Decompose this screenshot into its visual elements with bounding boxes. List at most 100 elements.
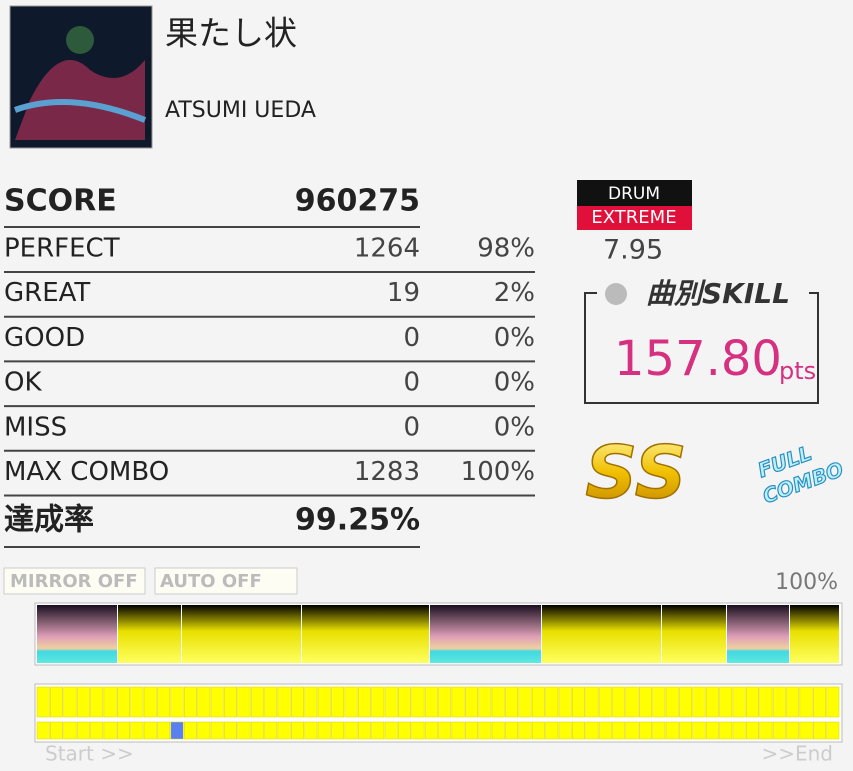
cell <box>612 686 626 718</box>
cell <box>210 686 224 718</box>
gauge-section <box>430 605 541 663</box>
cell <box>157 721 171 740</box>
option-box <box>154 567 298 595</box>
cell <box>732 721 746 740</box>
gauge-section <box>37 605 117 663</box>
cell <box>826 721 840 740</box>
cell <box>291 721 304 740</box>
row-percent: 0% <box>494 323 535 353</box>
gauge-section <box>727 605 789 663</box>
achievement: 99.25% <box>295 503 420 538</box>
cell <box>183 721 197 740</box>
cell <box>719 721 733 740</box>
cell <box>491 721 505 740</box>
gauge-section <box>662 605 726 663</box>
full-combo: FULL COMBO <box>754 440 847 509</box>
cell <box>117 721 130 740</box>
gauge-section <box>790 605 839 663</box>
cell <box>344 721 358 740</box>
cell <box>183 686 197 718</box>
row-percent: 2% <box>494 278 535 308</box>
cell <box>639 686 652 718</box>
cell <box>50 721 64 740</box>
cell <box>545 721 559 740</box>
cell <box>317 721 331 740</box>
cell <box>531 721 545 740</box>
cell <box>237 721 251 740</box>
option: MIRROR OFF <box>10 571 138 592</box>
cell <box>652 686 666 718</box>
cell <box>585 721 599 740</box>
row-count: 19 <box>387 278 420 308</box>
cell <box>424 721 438 740</box>
achievement-label: 達成率 <box>4 503 94 538</box>
cell <box>451 686 465 718</box>
cell <box>304 686 318 718</box>
cell <box>143 686 157 718</box>
row-count: 1283 <box>354 457 420 487</box>
badge-top <box>577 180 692 206</box>
cell <box>331 686 345 718</box>
cell <box>719 686 733 718</box>
gauge-section <box>542 605 661 663</box>
cell <box>692 686 706 718</box>
jacket <box>9 5 153 149</box>
row-label: MAX COMBO <box>4 457 169 487</box>
cell <box>679 721 693 740</box>
cell <box>558 721 572 740</box>
cell <box>665 686 679 718</box>
cell <box>250 686 264 718</box>
cell <box>357 686 371 718</box>
cell <box>465 686 478 718</box>
cell <box>357 721 371 740</box>
cell <box>143 721 157 740</box>
cell <box>625 686 639 718</box>
cell <box>759 686 773 718</box>
cell <box>572 686 585 718</box>
cell <box>639 721 652 740</box>
cell <box>170 721 184 740</box>
row-percent: 0% <box>494 412 535 442</box>
row-label: OK <box>4 368 42 398</box>
cell <box>585 686 599 718</box>
cell <box>772 686 786 718</box>
cell <box>411 686 425 718</box>
row-label: MISS <box>4 412 67 442</box>
cell <box>451 721 465 740</box>
cell <box>398 721 411 740</box>
cell <box>518 721 532 740</box>
cell <box>264 721 278 740</box>
cell <box>625 721 639 740</box>
badge-bottom <box>577 206 692 230</box>
cell <box>505 686 519 718</box>
cell <box>250 721 264 740</box>
cell <box>317 686 331 718</box>
level-name: EXTREME <box>591 207 676 228</box>
row-count: 0 <box>403 323 420 353</box>
cell <box>197 721 211 740</box>
cell <box>705 721 719 740</box>
cell <box>438 721 452 740</box>
cell <box>36 686 50 718</box>
cell <box>63 686 77 718</box>
cell <box>732 686 746 718</box>
cell <box>612 721 626 740</box>
cell <box>679 686 693 718</box>
cell <box>304 721 318 740</box>
cell <box>384 721 398 740</box>
artist: ATSUMI UEDA <box>165 98 316 123</box>
row-label: PERFECT <box>4 234 120 264</box>
cell <box>90 686 104 718</box>
row-count: 0 <box>403 412 420 442</box>
cell <box>478 686 492 718</box>
cell <box>63 721 77 740</box>
cell <box>799 721 813 740</box>
cell <box>786 721 800 740</box>
cell <box>558 686 572 718</box>
cell <box>331 721 345 740</box>
cell <box>264 686 278 718</box>
gauge-section <box>118 605 181 663</box>
cell <box>130 686 144 718</box>
cell <box>518 686 532 718</box>
cell <box>344 686 358 718</box>
